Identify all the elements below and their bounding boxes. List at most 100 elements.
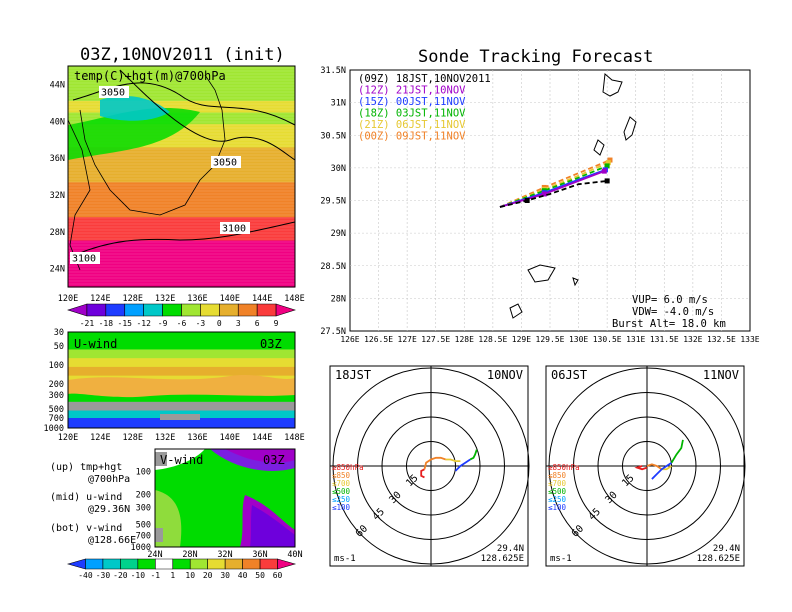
- temp-colorbar-label: -21: [80, 319, 95, 328]
- track-y-tick-label: 30N: [331, 164, 346, 174]
- v-wind-time: 03Z: [263, 453, 285, 467]
- v-colorbar-label: 60: [273, 571, 283, 580]
- hodograph-time: 18JST: [335, 368, 371, 382]
- track-line: [499, 180, 608, 208]
- track-map-coastlines: [509, 73, 637, 319]
- temp-colorbar-swatch: [200, 303, 220, 317]
- v-wind-x-ticks: 24N 28N 32N 36N 40N: [147, 550, 302, 560]
- u-wind-panel: U-wind 03Z 120E 124E 128E 132E 136E 140E 144E 1…: [44, 328, 305, 443]
- hodograph-trace: [454, 458, 471, 472]
- track-legend-entry: (15Z) 00JST,11NOV: [358, 96, 466, 108]
- contour-label: 3050: [101, 88, 125, 99]
- temp-x-tick-label: 144E: [252, 294, 272, 304]
- hodograph-legend-entry: ≤850: [548, 471, 567, 480]
- track-map-y-ticks: 27.5N 28N 28.5N 29N 29.5N 30N 30.5N 31N 31.5N: [320, 66, 346, 337]
- u-wind-y-tick-label: 200: [49, 380, 64, 390]
- track-legend-entry: (12Z) 21JST,10NOV: [358, 85, 466, 97]
- temp-map-label: temp(C)+hgt(m)@700hPa: [74, 69, 226, 83]
- track-x-tick-label: 129E: [512, 335, 531, 344]
- track-y-tick-label: 28N: [331, 294, 346, 304]
- temp-map-height-contours: [67, 69, 296, 271]
- temp-colorbar-swatch: [181, 303, 201, 317]
- legend-line: @29.36N: [88, 504, 130, 515]
- v-colorbar-swatch: [102, 558, 121, 570]
- temp-colorbar-swatch: [237, 303, 258, 317]
- track-x-tick-label: 131.5E: [650, 335, 679, 344]
- track-y-tick-label: 29.5N: [320, 197, 346, 207]
- u-wind-x-tick-label: 128E: [122, 433, 142, 443]
- v-colorbar-swatch: [277, 558, 297, 570]
- track-param: VUP= 6.0 m/s: [632, 294, 708, 306]
- track-legend-entry: (18Z) 03JST,11NOV: [358, 108, 466, 120]
- track-x-tick-label: 132E: [683, 335, 702, 344]
- panel-legend: (up) tmp+hgt @700hPa (mid) u-wind @29.36…: [50, 462, 136, 546]
- contour-label: 3100: [72, 254, 96, 265]
- hodograph-units: ms-1: [550, 554, 572, 564]
- temp-x-tick-label: 132E: [155, 294, 175, 304]
- temp-colorbar-label: 9: [274, 319, 279, 328]
- temp-colorbar-swatch: [105, 303, 126, 317]
- u-wind-x-tick-label: 148E: [284, 433, 304, 443]
- track-x-tick-label: 131E: [626, 335, 645, 344]
- track-point: [607, 157, 613, 163]
- u-wind-x-tick-label: 120E: [58, 433, 78, 443]
- u-wind-band: [160, 414, 200, 420]
- v-wind-panel: V-wind 03Z 24N 28N 32N 36N 40N 100 200 300 5007…: [66, 448, 303, 580]
- temp-cold-patch: [68, 107, 200, 160]
- u-wind-y-tick-label: 1000: [44, 424, 64, 434]
- v-wind-y-tick-label: 500: [136, 520, 151, 530]
- temp-y-tick-label: 32N: [50, 191, 65, 201]
- hodograph-trace: [634, 465, 648, 471]
- hodograph-legend-entry: ≤850: [332, 471, 351, 480]
- temp-map-frame: [67, 65, 296, 288]
- temp-band: [68, 205, 295, 218]
- hodograph-legend-entry: ≤100: [332, 503, 351, 512]
- contour-label-box: [70, 252, 100, 264]
- track-legend-entry: (00Z) 09JST,11NOV: [358, 131, 466, 143]
- v-colorbar-label: -1: [150, 571, 160, 580]
- left-panel-title: 03Z,10NOV2011 (init): [80, 45, 285, 65]
- height-contour-3050-south: [119, 69, 296, 161]
- contour-label-box: [211, 156, 241, 168]
- track-y-tick-label: 30.5N: [320, 131, 346, 141]
- v-colorbar-label: -10: [131, 571, 146, 580]
- island-outline: [572, 277, 579, 287]
- hodograph-trace: [646, 463, 663, 471]
- v-wind-x-tick-label: 28N: [182, 550, 197, 560]
- v-wind-band: [250, 505, 295, 547]
- temp-colorbar-swatch: [86, 303, 107, 317]
- track-map-panel: (09Z) 18JST,10NOV2011(12Z) 21JST,10NOV(1…: [320, 66, 759, 344]
- temp-colorbar-label: -6: [177, 319, 187, 328]
- v-wind-x-tick-label: 32N: [217, 550, 232, 560]
- contour-label-box: [99, 86, 129, 98]
- track-point: [541, 191, 547, 197]
- temp-band: [68, 275, 295, 288]
- v-wind-y-tick-label: 700: [136, 531, 151, 541]
- track-params: VUP= 6.0 m/s VDW= -4.0 m/s Burst Alt= 18…: [612, 294, 726, 330]
- hodograph-trace: [469, 449, 478, 461]
- temp-colorbar-label: 6: [255, 319, 260, 328]
- u-wind-band: [68, 375, 295, 398]
- track-line: [499, 165, 608, 208]
- v-wind-y-tick-label: 100: [136, 468, 151, 478]
- temp-x-tick-label: 136E: [187, 294, 207, 304]
- track-x-tick-label: 128E: [455, 335, 474, 344]
- v-colorbar-label: 20: [203, 571, 213, 580]
- u-wind-y-tick-label: 100: [49, 361, 64, 371]
- v-wind-y-tick-label: 300: [136, 504, 151, 514]
- contour-label: 3050: [213, 158, 237, 169]
- u-wind-band: [68, 332, 295, 342]
- hodograph-lon: 128.625E: [697, 554, 740, 564]
- legend-line: @128.66E: [88, 535, 136, 546]
- temp-y-tick-label: 28N: [50, 228, 65, 238]
- hodograph-legend-entry: ≤250: [548, 495, 567, 504]
- v-colorbar-swatch: [66, 558, 86, 570]
- u-wind-fill: [68, 332, 295, 429]
- temp-colorbar-swatch: [219, 303, 239, 317]
- track-legend-entry: (21Z) 06JST,11NOV: [358, 119, 466, 131]
- temp-map-fill: [68, 66, 295, 288]
- temp-colorbar: -21 -18 -15 -12 -9 -6 -3 0 3 6 9: [67, 303, 296, 328]
